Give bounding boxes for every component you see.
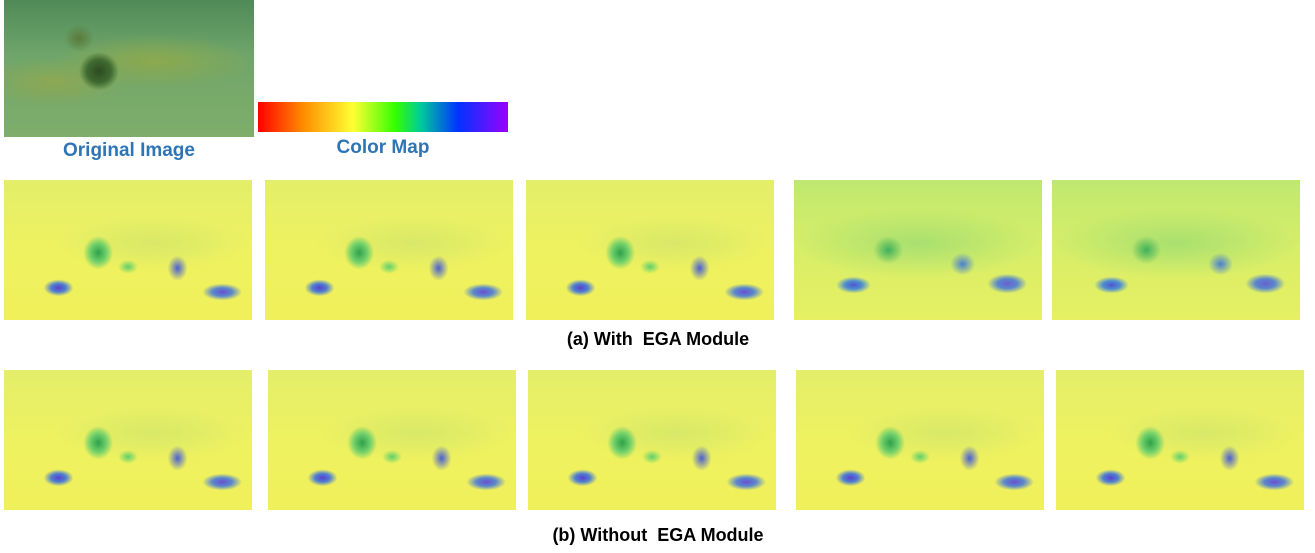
heatmap (794, 180, 1042, 320)
original-image (4, 0, 254, 137)
heatmap (1056, 370, 1304, 510)
heatmap (528, 370, 776, 510)
heatmap (796, 370, 1044, 510)
heatmap (265, 180, 513, 320)
heatmap (268, 370, 516, 510)
original-label: Original Image (63, 140, 195, 161)
heatmap (526, 180, 774, 320)
heatmap (1052, 180, 1300, 320)
heatmap (4, 180, 252, 320)
caption: (b) Without EGA Module (552, 525, 764, 545)
caption: (a) With EGA Module (566, 329, 750, 349)
heatmap (4, 370, 252, 510)
colormap-label: Color Map (336, 137, 430, 158)
color-map (258, 102, 508, 132)
